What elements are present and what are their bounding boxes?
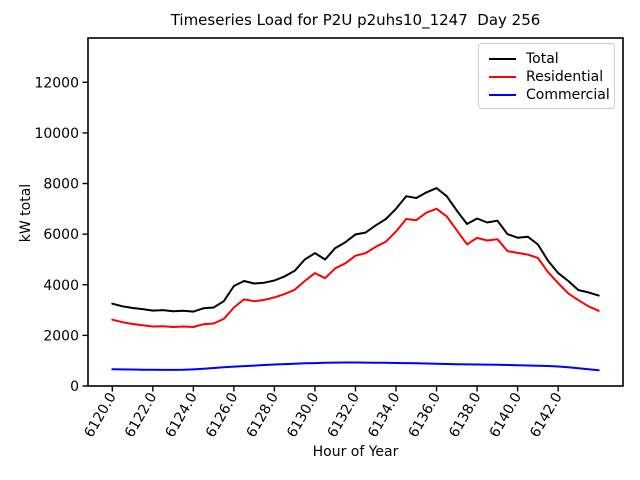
- x-tick-label: 6132.0: [325, 390, 363, 440]
- x-tick-label: 6130.0: [284, 390, 322, 440]
- x-tick-label: 6136.0: [406, 390, 444, 440]
- legend: Total Residential Commercial: [478, 43, 615, 109]
- legend-item-commercial: Commercial: [489, 86, 610, 104]
- residential-line-icon: [489, 76, 516, 78]
- legend-label-commercial: Commercial: [526, 87, 610, 103]
- y-tick-label: 0: [70, 379, 79, 395]
- legend-item-residential: Residential: [489, 68, 606, 86]
- y-axis-label: kW total: [18, 183, 34, 243]
- x-tick-label: 6128.0: [244, 390, 282, 440]
- series-line-commercial: [111, 361, 600, 372]
- series-line-residential: [111, 207, 600, 328]
- x-tick-label: 6120.0: [81, 390, 119, 440]
- y-tick-label: 4000: [43, 278, 79, 294]
- commercial-line-icon: [489, 94, 516, 96]
- x-axis-label: Hour of Year: [312, 444, 399, 460]
- legend-label-total: Total: [526, 51, 559, 67]
- y-tick-label: 2000: [43, 328, 79, 344]
- x-tick-label: 6138.0: [446, 390, 484, 440]
- y-tick-label: 10000: [34, 126, 79, 142]
- x-tick-label: 6122.0: [122, 390, 160, 440]
- x-tick-label: 6126.0: [203, 390, 241, 440]
- y-tick-label: 12000: [34, 75, 79, 91]
- chart-title: Timeseries Load for P2U p2uhs10_1247 Day…: [170, 11, 541, 29]
- x-tick-label: 6124.0: [162, 390, 200, 440]
- total-line-icon: [489, 58, 516, 60]
- x-tick-label: 6140.0: [487, 390, 525, 440]
- legend-item-total: Total: [489, 50, 606, 68]
- x-tick-label: 6134.0: [365, 390, 403, 440]
- x-tick-label: 6142.0: [527, 390, 565, 440]
- series-line-total: [111, 187, 600, 313]
- y-tick-label: 6000: [43, 227, 79, 243]
- legend-label-residential: Residential: [526, 69, 604, 85]
- y-tick-label: 8000: [43, 177, 79, 193]
